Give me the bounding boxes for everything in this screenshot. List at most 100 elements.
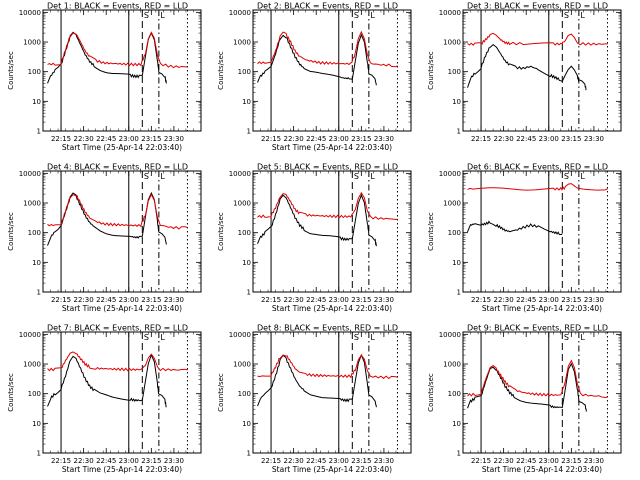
x-tick-label: 23:30 [374, 457, 394, 465]
y-tick-label: 10 [32, 420, 41, 428]
y-tick-label: 1000 [443, 200, 461, 208]
panel-title: Det 6: BLACK = Events, RED = LLD [467, 163, 608, 172]
x-tick-label: 22:30 [494, 296, 514, 304]
y-tick-label: 1 [37, 450, 41, 458]
y-tick-label: 1000 [233, 200, 251, 208]
x-tick-label: 22:45 [516, 296, 536, 304]
marker-label: L [160, 172, 165, 181]
x-tick-label: 22:30 [284, 296, 304, 304]
x-tick-label: 22:45 [306, 457, 326, 465]
x-tick-label: 22:30 [284, 457, 304, 465]
plot-frame [252, 331, 412, 454]
x-tick-label: 23:00 [539, 457, 559, 465]
x-tick-label: 23:15 [141, 135, 161, 143]
x-axis-label: Start Time (25-Apr-14 22:03:40) [482, 304, 602, 313]
marker-label: S [144, 172, 149, 181]
y-tick-label: 100 [448, 229, 461, 237]
plot-frame [462, 170, 622, 293]
y-tick-label: 1000 [443, 39, 461, 47]
x-tick-label: 23:15 [351, 296, 371, 304]
x-tick-label: 23:00 [539, 135, 559, 143]
x-tick-label: 23:00 [329, 296, 349, 304]
y-tick-label: 1 [37, 128, 41, 136]
x-tick-label: 23:15 [141, 457, 161, 465]
panel-title: Det 7: BLACK = Events, RED = LLD [47, 324, 188, 333]
x-tick-label: 22:30 [74, 296, 94, 304]
y-tick-label: 1000 [233, 361, 251, 369]
y-tick-label: 10000 [439, 331, 461, 339]
y-tick-label: 1 [457, 450, 461, 458]
marker-label: S [354, 172, 359, 181]
x-tick-label: 22:30 [74, 135, 94, 143]
y-tick-label: 10000 [19, 170, 41, 178]
plot-frame [252, 9, 412, 132]
series-line-lld [47, 351, 188, 372]
y-tick-label: 10 [242, 259, 251, 267]
y-tick-label: 100 [238, 390, 251, 398]
x-axis-label: Start Time (25-Apr-14 22:03:40) [272, 465, 392, 474]
series-line-lld [467, 183, 608, 191]
marker-label: S [564, 333, 569, 342]
x-tick-label: 23:00 [119, 296, 139, 304]
y-tick-label: 10000 [19, 9, 41, 17]
x-tick-label: 22:30 [494, 135, 514, 143]
x-tick-label: 22:30 [494, 457, 514, 465]
y-axis-label: Counts/sec [427, 373, 435, 412]
x-axis-label: Start Time (25-Apr-14 22:03:40) [62, 465, 182, 474]
x-tick-label: 22:15 [471, 296, 491, 304]
x-tick-label: 22:45 [96, 135, 116, 143]
y-axis-label: Counts/sec [217, 51, 225, 90]
plot-frame [462, 331, 622, 454]
x-axis-label: Start Time (25-Apr-14 22:03:40) [272, 143, 392, 152]
y-tick-label: 1 [247, 450, 251, 458]
x-axis-label: Start Time (25-Apr-14 22:03:40) [62, 143, 182, 152]
x-tick-label: 23:30 [164, 457, 184, 465]
marker-label: L [160, 11, 165, 20]
x-tick-label: 22:15 [261, 457, 281, 465]
panel-7: Det 7: BLACK = Events, RED = LLD 1 10 100 10… [7, 324, 202, 474]
marker-label: S [354, 11, 359, 20]
y-axis-label: Counts/sec [7, 51, 15, 90]
y-tick-label: 10 [452, 420, 461, 428]
y-tick-label: 10 [452, 98, 461, 106]
x-tick-label: 23:15 [351, 135, 371, 143]
plot-frame [42, 331, 202, 454]
series-line-events [467, 220, 563, 236]
y-axis-label: Counts/sec [7, 373, 15, 412]
x-tick-label: 22:15 [471, 457, 491, 465]
plot-frame [462, 9, 622, 132]
marker-label: S [564, 11, 569, 20]
x-tick-label: 23:30 [584, 135, 604, 143]
x-tick-label: 22:15 [261, 296, 281, 304]
x-tick-label: 22:30 [74, 457, 94, 465]
marker-label: S [564, 172, 569, 181]
series-line-lld [467, 359, 608, 399]
x-tick-label: 23:15 [141, 296, 161, 304]
x-tick-label: 23:00 [539, 296, 559, 304]
y-tick-label: 1000 [233, 39, 251, 47]
y-tick-label: 10 [32, 259, 41, 267]
x-tick-label: 23:15 [561, 296, 581, 304]
panel-1: Det 1: BLACK = Events, RED = LLD 1 10 100 10… [7, 2, 202, 152]
plot-frame [42, 9, 202, 132]
series-line-lld [47, 193, 188, 230]
x-tick-label: 23:15 [561, 457, 581, 465]
x-tick-label: 23:30 [164, 296, 184, 304]
series-line-events [467, 362, 587, 412]
x-tick-label: 23:00 [119, 457, 139, 465]
marker-label: L [370, 11, 375, 20]
y-tick-label: 1000 [23, 200, 41, 208]
panel-title: Det 2: BLACK = Events, RED = LLD [257, 2, 398, 11]
series-line-lld [47, 31, 188, 69]
panel-4: Det 4: BLACK = Events, RED = LLD 1 10 100 10… [7, 163, 202, 313]
series-line-lld [257, 30, 398, 68]
marker-label: L [580, 11, 585, 20]
y-tick-label: 1000 [23, 361, 41, 369]
panel-8: Det 8: BLACK = Events, RED = LLD 1 10 100 10… [217, 324, 412, 474]
y-tick-label: 10000 [19, 331, 41, 339]
y-tick-label: 10 [242, 98, 251, 106]
marker-label: S [144, 11, 149, 20]
x-tick-label: 22:15 [471, 135, 491, 143]
marker-label: L [370, 172, 375, 181]
panel-title: Det 5: BLACK = Events, RED = LLD [257, 163, 398, 172]
